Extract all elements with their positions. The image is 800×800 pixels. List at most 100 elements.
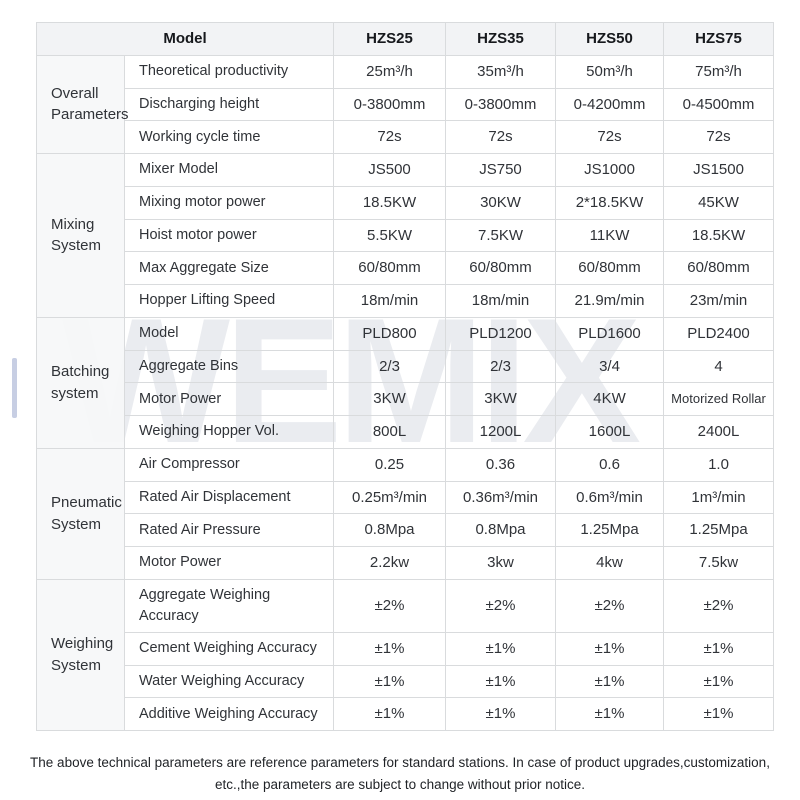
param-label-motor-power: Motor Power	[124, 382, 334, 416]
spec-table-body: Overall Parameters Theoretical productivi…	[36, 54, 774, 732]
value-cell: 3/4	[555, 349, 664, 384]
table-row: Overall Parameters Theoretical productivi…	[36, 54, 774, 155]
value-cell: JS1000	[555, 153, 664, 187]
section-label-mixing-system: Mixing System	[36, 153, 125, 318]
section-label-pneumatic-system: Pneumatic System	[36, 447, 125, 580]
value-cell: JS500	[333, 153, 446, 187]
table-row: Max Aggregate Size 60/80mm 60/80mm 60/80mm 6…	[37, 251, 774, 285]
table-row: Batching system Model PLD800 PLD1200 PLD1600…	[36, 316, 774, 449]
value-cell: 1m³/min	[663, 480, 774, 515]
footer-disclaimer: The above technical parameters are refer…	[0, 752, 800, 797]
value-cell: 2400L	[663, 415, 774, 449]
value-cell: 0-4500mm	[663, 87, 774, 122]
value-cell: JS750	[445, 153, 556, 187]
value-cell: ±2%	[333, 578, 446, 633]
value-cell: 0.6	[555, 447, 664, 482]
value-cell: ±1%	[333, 697, 446, 732]
value-cell: JS1500	[663, 153, 774, 187]
value-cell: 45KW	[663, 185, 774, 220]
value-cell: ±1%	[555, 664, 664, 699]
value-cell: ±1%	[663, 631, 774, 666]
value-cell: ±1%	[445, 697, 556, 732]
table-row: Rated Air Displacement 0.25m³/min 0.36m³/m…	[37, 480, 774, 515]
header-row: Model HZS25 HZS35 HZS50 HZS75	[36, 22, 774, 56]
value-cell: 0-3800mm	[333, 87, 446, 122]
table-row: Aggregate Bins 2/3 2/3 3/4 4	[37, 349, 774, 384]
table-row: Hopper Lifting Speed 18m/min 18m/min 21.9m/…	[37, 284, 774, 318]
param-label-cement-weighing-accuracy: Cement Weighing Accuracy	[124, 631, 334, 666]
param-label-model: Model	[124, 316, 334, 351]
technical-parameters-table: Model HZS25 HZS35 HZS50 HZS75 Overall Pa…	[36, 22, 774, 732]
table-row: Weighing System Aggregate Weighing Accura…	[36, 578, 774, 732]
table-row: Mixing motor power 18.5KW 30KW 2*18.5KW 45KW	[37, 185, 774, 220]
value-cell: 11KW	[555, 218, 664, 253]
value-cell: 3KW	[333, 382, 446, 416]
param-label-rated-air-pressure: Rated Air Pressure	[124, 513, 334, 547]
value-cell: 2/3	[445, 349, 556, 384]
table-row: Cement Weighing Accuracy ±1% ±1% ±1% ±1%	[37, 631, 774, 666]
param-label-working-cycle-time: Working cycle time	[124, 120, 334, 154]
value-cell: 1.0	[663, 447, 774, 482]
value-cell: 18.5KW	[663, 218, 774, 253]
value-cell: 72s	[555, 120, 664, 154]
header-column-hzs35: HZS35	[445, 22, 556, 56]
value-cell: ±1%	[333, 664, 446, 699]
value-cell: ±1%	[333, 631, 446, 666]
value-cell: ±1%	[445, 664, 556, 699]
param-label-aggregate-bins: Aggregate Bins	[124, 349, 334, 384]
header-column-hzs75: HZS75	[663, 22, 774, 56]
table-row: Discharging height 0-3800mm 0-3800mm 0-4200…	[37, 87, 774, 122]
table-row: Water Weighing Accuracy ±1% ±1% ±1% ±1%	[37, 664, 774, 699]
scrollbar-thumb[interactable]	[12, 358, 17, 418]
value-cell: ±1%	[555, 631, 664, 666]
section-label-weighing-system: Weighing System	[36, 578, 125, 732]
value-cell: 72s	[663, 120, 774, 154]
param-label-water-weighing-accuracy: Water Weighing Accuracy	[124, 664, 334, 699]
value-cell: 7.5kw	[663, 546, 774, 580]
value-cell: 800L	[333, 415, 446, 449]
section-label-batching-system: Batching system	[36, 316, 125, 449]
value-cell: 7.5KW	[445, 218, 556, 253]
value-cell: 30KW	[445, 185, 556, 220]
header-column-hzs25: HZS25	[333, 22, 446, 56]
table-row: Pneumatic System Air Compressor 0.25 0.36 0.…	[36, 447, 774, 580]
param-label-aggregate-weighing-accuracy: Aggregate Weighing Accuracy	[124, 578, 334, 633]
param-label-motor-power: Motor Power	[124, 546, 334, 580]
value-cell: ±1%	[663, 664, 774, 699]
param-label-max-aggregate-size: Max Aggregate Size	[124, 251, 334, 285]
value-cell: 25m³/h	[333, 54, 446, 89]
param-label-theoretical-productivity: Theoretical productivity	[124, 54, 334, 89]
value-cell: 50m³/h	[555, 54, 664, 89]
value-cell: 72s	[333, 120, 446, 154]
value-cell: 60/80mm	[445, 251, 556, 285]
value-cell: 18m/min	[333, 284, 446, 318]
value-cell: 1600L	[555, 415, 664, 449]
value-cell: 0-4200mm	[555, 87, 664, 122]
value-cell: 3KW	[445, 382, 556, 416]
param-label-discharging-height: Discharging height	[124, 87, 334, 122]
value-cell: 5.5KW	[333, 218, 446, 253]
param-label-mixer-model: Mixer Model	[124, 153, 334, 187]
value-cell: 60/80mm	[333, 251, 446, 285]
value-cell: 0.25m³/min	[333, 480, 446, 515]
table-row: Working cycle time 72s 72s 72s 72s	[37, 120, 774, 154]
value-cell: 0.25	[333, 447, 446, 482]
value-cell: 18m/min	[445, 284, 556, 318]
value-cell: 0.6m³/min	[555, 480, 664, 515]
param-label-rated-air-displacement: Rated Air Displacement	[124, 480, 334, 515]
value-cell: ±2%	[663, 578, 774, 633]
value-cell: 1.25Mpa	[555, 513, 664, 547]
table-header: Model HZS25 HZS35 HZS50 HZS75	[36, 22, 774, 56]
value-cell: 72s	[445, 120, 556, 154]
value-cell: 0.36m³/min	[445, 480, 556, 515]
value-cell: 0.8Mpa	[333, 513, 446, 547]
table-row: Rated Air Pressure 0.8Mpa 0.8Mpa 1.25Mpa 1.2…	[37, 513, 774, 547]
param-label-additive-weighing-accuracy: Additive Weighing Accuracy	[124, 697, 334, 732]
value-cell: 75m³/h	[663, 54, 774, 89]
table-row: Motor Power 3KW 3KW 4KW Motorized Rollar	[37, 382, 774, 416]
value-cell: 60/80mm	[663, 251, 774, 285]
value-cell: 3kw	[445, 546, 556, 580]
footer-disclaimer-line1: The above technical parameters are refer…	[30, 755, 770, 770]
value-cell: 18.5KW	[333, 185, 446, 220]
value-cell: PLD2400	[663, 316, 774, 351]
